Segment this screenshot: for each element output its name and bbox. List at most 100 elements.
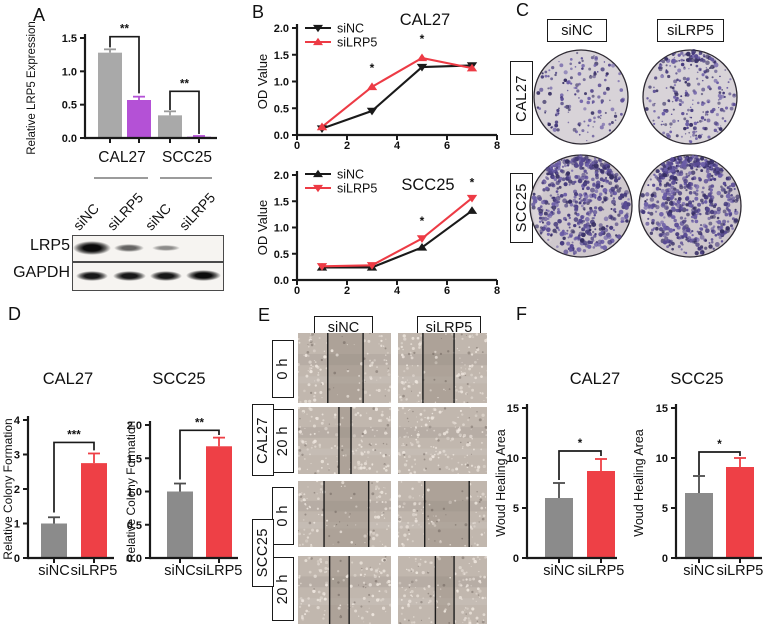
- svg-text:0.0: 0.0: [274, 130, 289, 142]
- panel-letter-d: D: [8, 304, 21, 324]
- blot-band: [114, 243, 144, 252]
- bar-chart-f-wound-scc25: SCC25 Woud Healing Area 0 5 10 15 siNC siLRP5 *: [632, 370, 763, 579]
- bar-chart-a-lrp5-expression: Relative LRP5 Expression 0.0 0.5 1.0 1.5 ** **: [26, 21, 217, 155]
- blot-lane-label: siNC: [141, 200, 175, 234]
- svg-text:1.0: 1.0: [274, 223, 289, 235]
- svg-text:*: *: [420, 214, 425, 228]
- svg-text:SCC25: SCC25: [401, 176, 454, 194]
- svg-text:0.0: 0.0: [274, 275, 289, 287]
- svg-text:0.0: 0.0: [62, 133, 77, 145]
- svg-text:2: 2: [344, 140, 350, 152]
- blot-band: [185, 270, 221, 281]
- wound-image-scc25-20h-sinc: [298, 556, 391, 624]
- svg-text:siLRP5: siLRP5: [578, 563, 625, 579]
- svg-text:1.5: 1.5: [127, 453, 142, 465]
- wound-image-cal27-20h-silrp5: [398, 407, 487, 474]
- svg-text:10: 10: [507, 453, 519, 465]
- wound-time-text: 0 h: [275, 505, 291, 527]
- wound-image-scc25-0h-sinc: [298, 481, 391, 547]
- colony-dish-cal27-silrp5: [642, 48, 738, 145]
- wound-cellline-text: CAL27: [255, 416, 271, 464]
- blot-lane-label: siLRP5: [103, 189, 147, 234]
- svg-text:0: 0: [513, 553, 519, 565]
- wound-time-text: 0 h: [275, 358, 291, 380]
- svg-text:siLRP5: siLRP5: [196, 563, 243, 579]
- svg-text:8: 8: [494, 140, 500, 152]
- svg-text:Relative Colony Formation: Relative Colony Formation: [124, 421, 138, 562]
- svg-text:0.5: 0.5: [62, 100, 77, 112]
- wound-image-cal27-0h-silrp5: [398, 333, 487, 403]
- svg-text:1.5: 1.5: [62, 33, 77, 45]
- svg-text:**: **: [180, 78, 189, 90]
- svg-text:6: 6: [444, 140, 450, 152]
- blot-band: [152, 244, 180, 251]
- wound-time-label: 0 h: [272, 487, 294, 545]
- svg-text:siNC: siNC: [683, 563, 714, 579]
- svg-text:3: 3: [14, 450, 20, 462]
- colony-dish-scc25-silrp5: [638, 154, 742, 258]
- svg-text:1.0: 1.0: [62, 66, 77, 78]
- wound-image-cal27-20h-sinc: [298, 407, 391, 474]
- svg-text:**: **: [195, 417, 204, 429]
- svg-text:CAL27: CAL27: [570, 370, 620, 388]
- svg-text:0.5: 0.5: [127, 520, 142, 532]
- group-label-scc25: SCC25: [162, 149, 212, 166]
- svg-text:Woud Healing Area: Woud Healing Area: [632, 429, 646, 537]
- svg-text:1.5: 1.5: [274, 50, 289, 62]
- svg-text:*: *: [420, 32, 425, 46]
- svg-text:**: **: [120, 24, 129, 36]
- svg-text:10: 10: [656, 453, 668, 465]
- svg-text:1: 1: [14, 519, 20, 531]
- wound-time-label: 0 h: [272, 340, 294, 398]
- svg-text:4: 4: [394, 140, 401, 152]
- svg-text:Relative Colony Formation: Relative Colony Formation: [1, 418, 15, 559]
- wound-cellline-label-cal27: CAL27: [252, 404, 274, 476]
- blot-row-label-lrp5: LRP5: [29, 237, 70, 254]
- svg-text:15: 15: [656, 403, 668, 415]
- wound-time-label: 20 h: [272, 557, 294, 621]
- blot-band: [150, 270, 182, 281]
- blot-row-label-gapdh: GAPDH: [13, 264, 70, 281]
- colony-dish-cal27-sinc: [533, 49, 629, 145]
- svg-text:5: 5: [513, 503, 519, 515]
- svg-text:*: *: [717, 439, 722, 451]
- svg-text:2.0: 2.0: [274, 170, 289, 182]
- colony-row-label-cal27: CAL27: [510, 61, 533, 135]
- svg-text:8: 8: [494, 285, 500, 297]
- svg-text:Woud Healing Area: Woud Healing Area: [494, 429, 508, 537]
- svg-text:OD Value: OD Value: [255, 200, 270, 255]
- svg-text:1.5: 1.5: [274, 196, 289, 208]
- group-label-cal27: CAL27: [98, 149, 146, 166]
- svg-text:*: *: [470, 176, 475, 190]
- svg-text:CAL27: CAL27: [400, 11, 450, 29]
- blot-band: [112, 270, 146, 281]
- svg-text:siLRP5: siLRP5: [71, 563, 118, 579]
- svg-text:0: 0: [294, 285, 300, 297]
- svg-text:2: 2: [344, 285, 350, 297]
- svg-text:1.0: 1.0: [274, 77, 289, 89]
- blot-band: [76, 270, 108, 281]
- blot-band: [73, 240, 111, 255]
- bar-chart-f-wound-cal27: CAL27 Woud Healing Area 0 5 10 15 siNC siLRP5 *: [494, 370, 625, 579]
- svg-text:4: 4: [14, 415, 21, 427]
- panel-letter-b: B: [252, 2, 265, 22]
- colony-col-label-silrp5: siLRP5: [657, 19, 724, 42]
- svg-text:2.0: 2.0: [274, 23, 289, 35]
- svg-text:0: 0: [294, 140, 300, 152]
- blot-lane-label: siLRP5: [175, 189, 219, 234]
- svg-text:0: 0: [14, 553, 20, 565]
- svg-text:siLRP5: siLRP5: [337, 36, 377, 50]
- colony-dishes: [529, 48, 742, 258]
- svg-text:siLRP5: siLRP5: [337, 182, 377, 196]
- svg-text:siNC: siNC: [337, 22, 364, 36]
- svg-text:***: ***: [67, 429, 81, 441]
- wound-image-scc25-0h-silrp5: [398, 481, 487, 547]
- panel-letter-c: C: [516, 0, 529, 20]
- svg-text:siNC: siNC: [164, 563, 195, 579]
- svg-text:*: *: [578, 438, 583, 450]
- wound-healing-images: [298, 333, 487, 624]
- svg-text:SCC25: SCC25: [152, 370, 205, 388]
- western-blot-gapdh: [72, 262, 224, 291]
